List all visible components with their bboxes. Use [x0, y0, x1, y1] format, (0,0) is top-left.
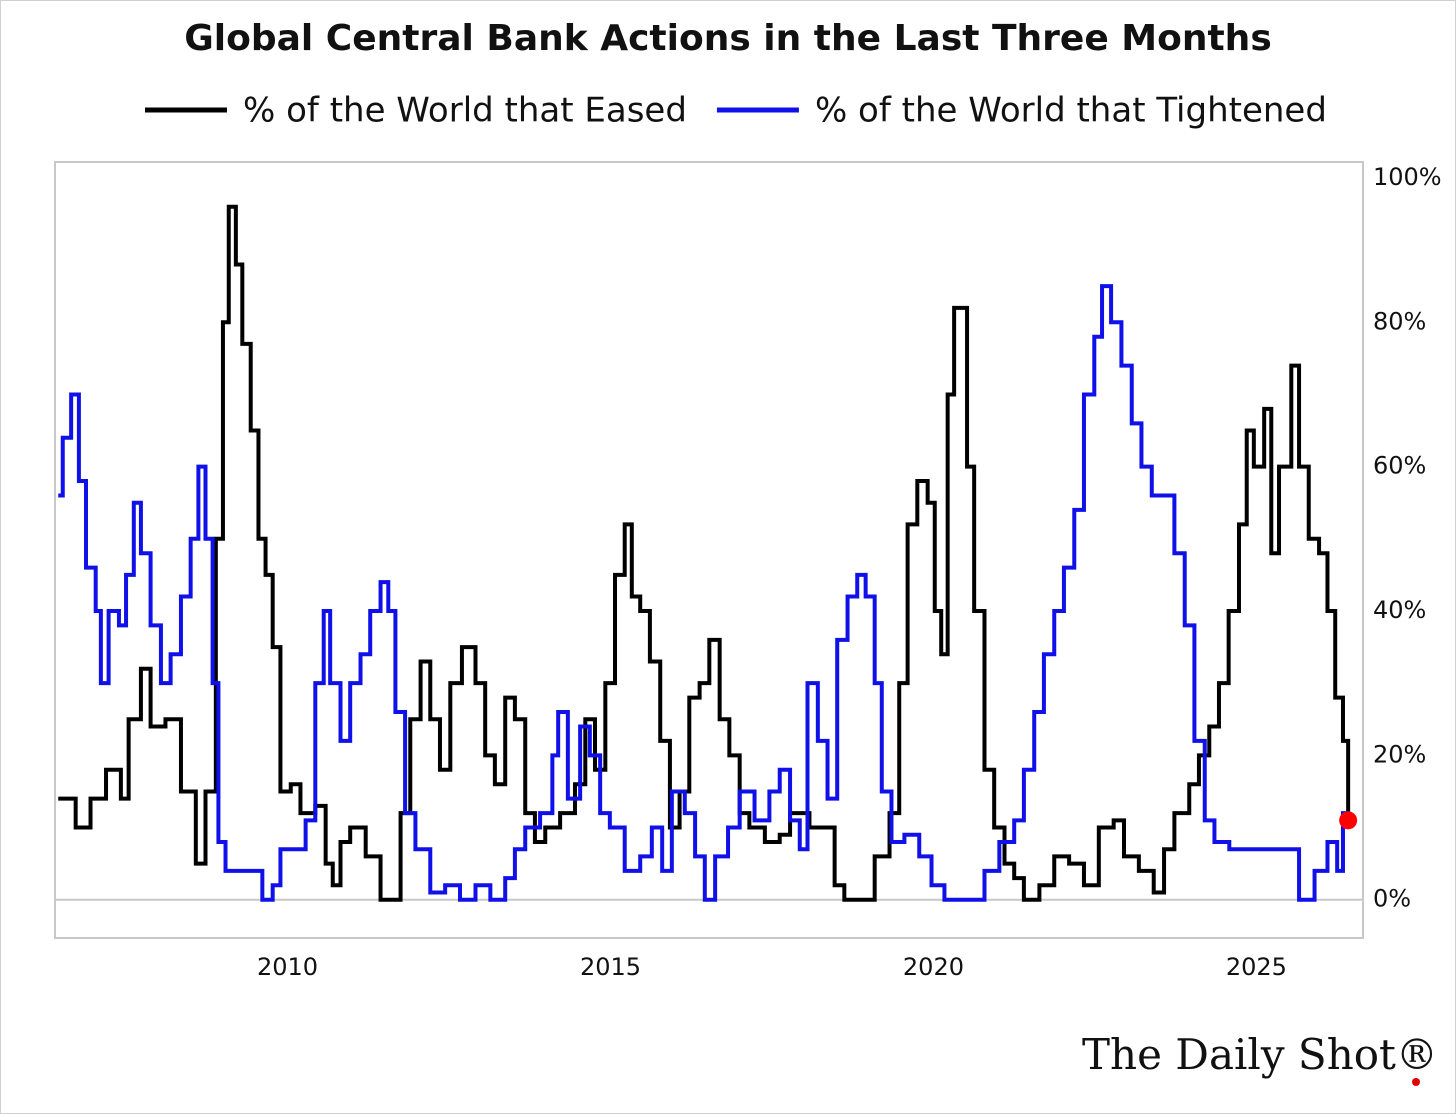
x-tick-label: 2015 — [580, 953, 641, 981]
series-line — [58, 284, 1351, 902]
y-tick-label: 80% — [1373, 307, 1426, 335]
last-point — [1339, 811, 1358, 830]
logo-dot — [1412, 1078, 1420, 1086]
series-line — [58, 204, 1351, 902]
y-tick-label: 100% — [1373, 163, 1442, 191]
y-tick-label: 0% — [1373, 885, 1411, 913]
y-tick-label: 60% — [1373, 452, 1426, 480]
y-tick-label: 40% — [1373, 596, 1426, 624]
x-tick-label: 2010 — [257, 953, 318, 981]
logo: The Daily Shot® — [1082, 1030, 1438, 1079]
x-tick-label: 2020 — [903, 953, 964, 981]
plot-frame — [54, 161, 1364, 939]
legend-label: % of the World that Eased — [243, 91, 687, 131]
y-tick-label: 20% — [1373, 740, 1426, 768]
chart-title: Global Central Bank Actions in the Last … — [184, 18, 1272, 59]
legend-label: % of the World that Tightened — [815, 91, 1327, 131]
x-tick-label: 2025 — [1226, 953, 1287, 981]
